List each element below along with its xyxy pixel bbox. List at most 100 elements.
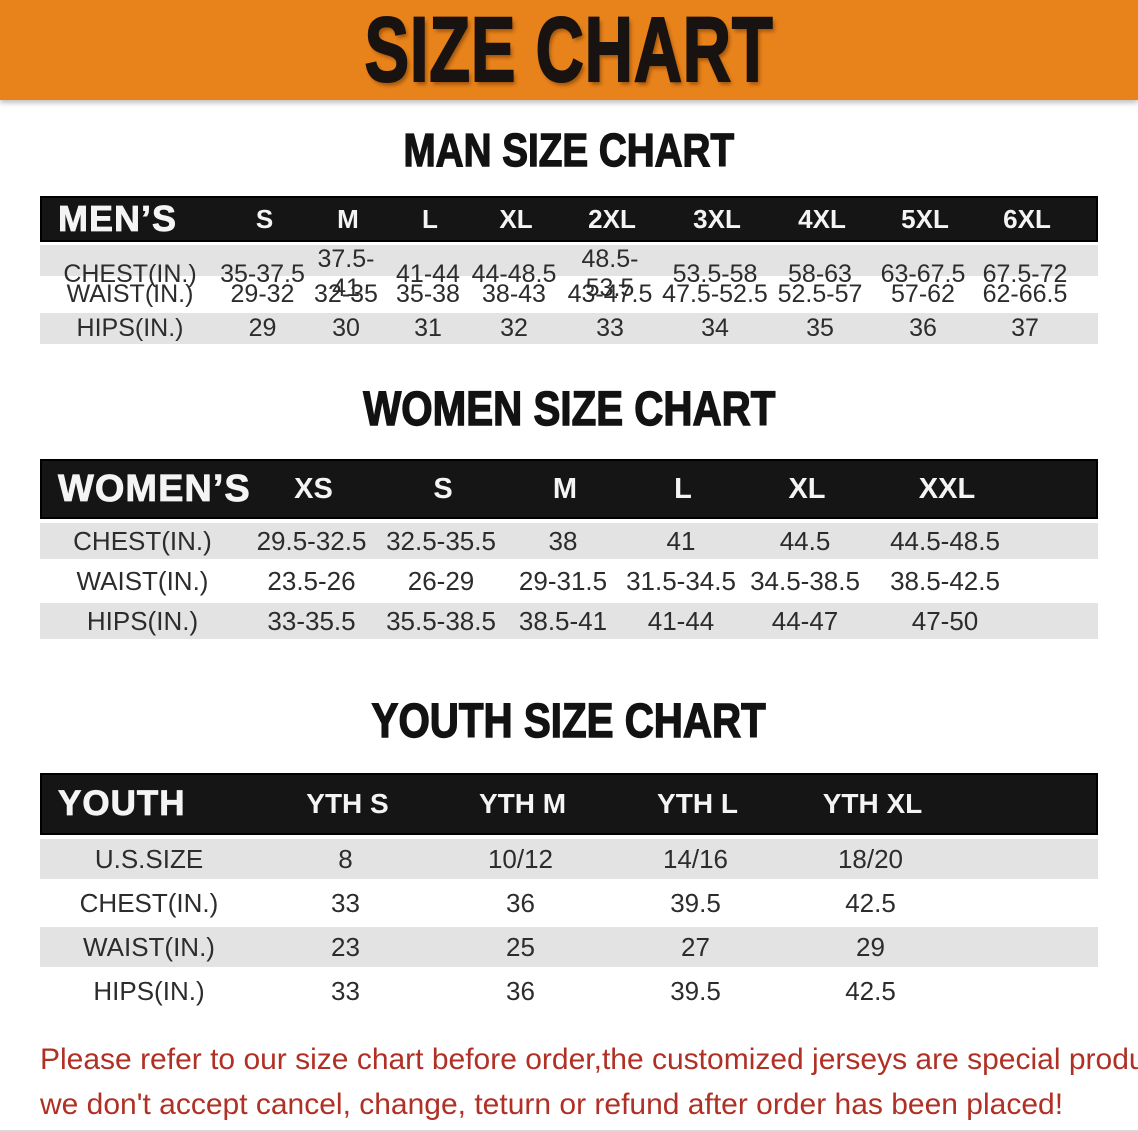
size-value-cell: 44.5	[779, 525, 831, 556]
size-value-cell: 33	[596, 314, 624, 342]
size-value-cell: 38.5-41	[518, 605, 608, 636]
size-value-cell: 34	[701, 314, 729, 342]
men-size-table: MEN’S S M L XL 2XL 3XL 4XL 5XL 6XL CHEST…	[40, 196, 1098, 344]
table-row: CHEST(IN.) 33 36 39.5 42.5	[40, 883, 1098, 923]
size-value-cell: 41-44	[396, 259, 460, 288]
column-header: 4XL	[798, 203, 846, 234]
size-value-cell: 58-63	[788, 259, 852, 288]
size-value-cell: 25	[506, 931, 535, 962]
size-value-cell: 57-62	[891, 280, 955, 308]
size-value-cell: 36	[506, 887, 535, 918]
column-header: S	[433, 472, 453, 505]
table-row: WAIST(IN.) 29-32 32-35 35-38 38-43 43-47…	[40, 279, 1098, 310]
youth-chart-heading-text: YOUTH SIZE CHART	[371, 695, 767, 748]
column-header: L	[674, 472, 692, 505]
column-header: YTH L	[657, 788, 738, 819]
size-value-cell: 35	[806, 314, 834, 342]
size-value-cell: 41	[666, 525, 696, 556]
size-value-cell: 29	[248, 314, 277, 342]
youth-size-table: YOUTH YTH S YTH M YTH L YTH XL U.S.SIZE …	[40, 773, 1098, 1011]
size-value-cell: 30	[332, 314, 360, 342]
size-value-cell: 44-48.5	[471, 259, 557, 288]
size-value-cell: 62-66.5	[982, 280, 1068, 308]
size-value-cell: 47-50	[911, 605, 979, 636]
column-header: 3XL	[693, 203, 741, 234]
women-table-header: WOMEN’S XS S M L XL XXL	[40, 459, 1098, 519]
size-value-cell: 43-47.5	[567, 280, 653, 308]
size-value-cell: 10/12	[487, 843, 554, 874]
size-value-cell: 14/16	[662, 843, 729, 874]
youth-chart-heading: YOUTH SIZE CHART	[0, 643, 1138, 773]
size-value-cell: 32	[500, 314, 528, 342]
size-value-cell: 33-35.5	[267, 605, 356, 636]
size-value-cell: 35-38	[396, 280, 460, 308]
size-value-cell: 29-31.5	[518, 565, 608, 596]
size-value-cell: 8	[338, 843, 353, 874]
women-chart-heading-text: WOMEN SIZE CHART	[362, 383, 776, 436]
size-value-cell: 33	[331, 975, 360, 1006]
table-row: HIPS(IN.) 33 36 39.5 42.5	[40, 971, 1098, 1011]
row-label: WAIST(IN.)	[76, 565, 209, 596]
table-row: HIPS(IN.) 33-35.5 35.5-38.5 38.5-41 41-4…	[40, 603, 1098, 639]
youth-table-header: YOUTH YTH S YTH M YTH L YTH XL	[40, 773, 1098, 835]
women-chart-heading: WOMEN SIZE CHART	[0, 347, 1138, 459]
size-value-cell: 37.5-41	[317, 245, 375, 302]
size-value-cell: 41-44	[647, 605, 715, 636]
size-value-cell: 39.5	[670, 887, 721, 918]
women-size-table: WOMEN’S XS S M L XL XXL CHEST(IN.) 29.5-…	[40, 459, 1098, 639]
size-value-cell: 32-35	[314, 280, 378, 308]
size-value-cell: 32.5-35.5	[386, 525, 496, 556]
row-label: CHEST(IN.)	[73, 525, 212, 556]
size-value-cell: 36	[909, 314, 937, 342]
size-value-cell: 34.5-38.5	[750, 565, 860, 596]
row-label: HIPS(IN.)	[76, 314, 184, 342]
banner-title: SIZE CHART	[364, 0, 774, 102]
men-table-header: MEN’S S M L XL 2XL 3XL 4XL 5XL 6XL	[40, 196, 1098, 242]
column-header: XL	[788, 472, 826, 505]
men-chart-heading: MAN SIZE CHART	[0, 100, 1138, 196]
row-label: HIPS(IN.)	[86, 605, 199, 636]
size-value-cell: 52.5-57	[777, 280, 863, 308]
column-header: S	[255, 203, 274, 234]
size-value-cell: 27	[681, 931, 710, 962]
size-value-cell: 29-32	[230, 280, 295, 308]
table-row: CHEST(IN.) 29.5-32.5 32.5-35.5 38 41 44.…	[40, 523, 1098, 559]
size-value-cell: 18/20	[837, 843, 904, 874]
size-value-cell: 36	[506, 975, 535, 1006]
disclaimer: Please refer to our size chart before or…	[40, 1037, 1138, 1127]
row-label: HIPS(IN.)	[93, 975, 205, 1006]
column-header: 6XL	[1003, 203, 1051, 234]
size-value-cell: 29.5-32.5	[256, 525, 367, 556]
row-label: WAIST(IN.)	[66, 280, 194, 308]
column-header: XL	[499, 203, 533, 234]
size-value-cell: 31.5-34.5	[626, 565, 736, 596]
size-value-cell: 48.5-53.5	[581, 245, 639, 302]
table-row: HIPS(IN.) 29 30 31 32 33 34 35 36 37	[40, 313, 1098, 344]
youth-table-title: YOUTH	[58, 784, 186, 824]
size-value-cell: 38	[548, 525, 578, 556]
size-value-cell: 35-37.5	[220, 259, 305, 288]
table-row: WAIST(IN.) 23.5-26 26-29 29-31.5 31.5-34…	[40, 563, 1098, 599]
size-value-cell: 47.5-52.5	[662, 280, 768, 308]
column-header: XS	[294, 472, 333, 505]
column-header: L	[422, 203, 438, 234]
size-value-cell: 38-43	[482, 280, 546, 308]
row-label: CHEST(IN.)	[79, 887, 219, 918]
disclaimer-line-2: we don't accept cancel, change, teturn o…	[40, 1088, 1064, 1121]
size-value-cell: 67.5-72	[982, 259, 1068, 288]
column-header: XXL	[918, 472, 976, 505]
size-value-cell: 63-67.5	[880, 259, 966, 288]
table-row: WAIST(IN.) 23 25 27 29	[40, 927, 1098, 967]
size-value-cell: 44.5-48.5	[890, 525, 1000, 556]
row-label: CHEST(IN.)	[63, 259, 197, 288]
size-value-cell: 53.5-58	[672, 259, 758, 288]
size-value-cell: 42.5	[845, 975, 896, 1006]
table-row: CHEST(IN.) 35-37.5 37.5-41 41-44 44-48.5…	[40, 245, 1098, 302]
size-value-cell: 39.5	[670, 975, 721, 1006]
size-value-cell: 35.5-38.5	[386, 605, 496, 636]
column-header: 2XL	[588, 203, 636, 234]
size-value-cell: 37	[1011, 314, 1039, 342]
size-value-cell: 44-47	[771, 605, 839, 636]
size-value-cell: 31	[414, 314, 442, 342]
column-header: M	[552, 472, 578, 505]
